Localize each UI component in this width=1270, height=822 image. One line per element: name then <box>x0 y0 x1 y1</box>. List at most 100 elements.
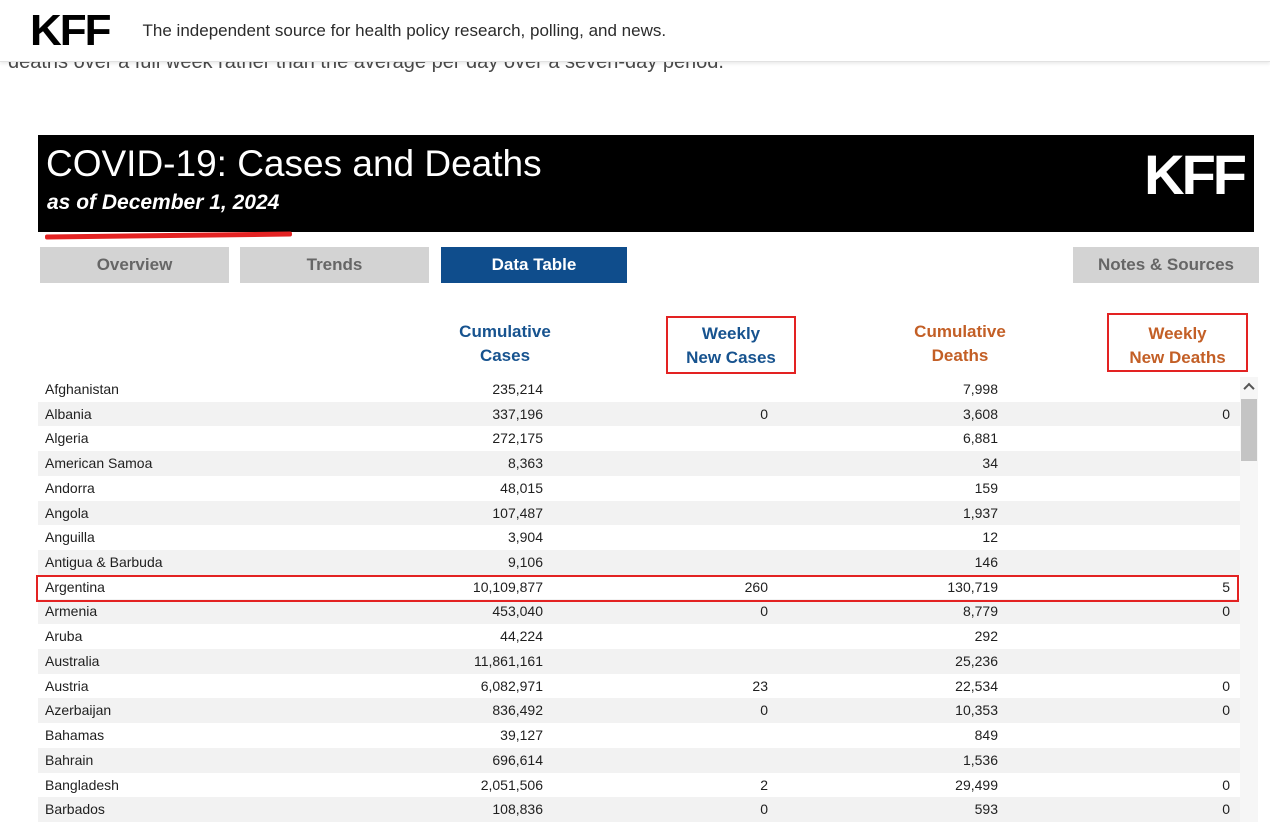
table-row: Aruba 44,224 292 <box>38 624 1240 649</box>
cumulative-deaths-cell: 593 <box>974 801 998 818</box>
cumulative-cases-cell: 235,214 <box>492 381 543 397</box>
cumulative-cases-cell: 39,127 <box>500 727 543 744</box>
country-cell: Andorra <box>45 479 95 496</box>
table-row: Andorra 48,015 159 <box>38 476 1240 501</box>
tab-notes-sources[interactable]: Notes & Sources <box>1073 247 1259 283</box>
country-cell: Austria <box>45 677 89 694</box>
column-header-line: Deaths <box>931 346 989 365</box>
cumulative-deaths-cell: 159 <box>974 479 998 496</box>
table-row: Algeria 272,175 6,881 <box>38 426 1240 451</box>
column-header-line: Weekly <box>1148 324 1207 343</box>
weekly-new-cases-cell: 2 <box>760 776 768 793</box>
cumulative-cases-cell: 6,082,971 <box>480 677 543 694</box>
report-date-subtitle: as of December 1, 2024 <box>47 191 280 214</box>
report-title: COVID-19: Cases and Deaths <box>46 143 542 184</box>
table-row: Australia 11,861,161 25,236 <box>38 648 1240 674</box>
cumulative-deaths-cell: 29,499 <box>955 776 998 793</box>
weekly-new-deaths-cell: 0 <box>1222 677 1230 694</box>
table-scrollbar[interactable] <box>1240 377 1258 822</box>
cumulative-cases-cell: 8,363 <box>507 455 543 472</box>
data-table-body[interactable]: Afghanistan 235,214 7,998 Albania 337,196 0 3,… <box>38 377 1240 822</box>
cumulative-cases-cell: 3,904 <box>507 529 543 546</box>
annotation-box-weekly-new-cases <box>666 316 796 374</box>
table-row: Argentina 10,109,877 260 130,719 5 <box>38 575 1240 600</box>
cumulative-deaths-cell: 22,534 <box>955 677 998 694</box>
cumulative-cases-cell: 44,224 <box>500 628 543 645</box>
cumulative-deaths-cell: 130,719 <box>947 578 998 595</box>
country-cell: Azerbaijan <box>45 702 112 719</box>
kff-site-logo[interactable]: KFF <box>30 5 112 55</box>
weekly-new-deaths-cell: 0 <box>1222 776 1230 793</box>
site-header: KFF The independent source for health po… <box>0 0 1270 62</box>
kff-banner-logo: KFF <box>1144 143 1247 206</box>
weekly-new-cases-cell: 0 <box>760 801 768 818</box>
cumulative-deaths-cell: 3,608 <box>962 405 998 422</box>
country-cell: Barbados <box>45 801 105 818</box>
country-cell: Armenia <box>45 603 98 620</box>
country-cell: Angola <box>45 504 89 521</box>
cumulative-deaths-cell: 34 <box>982 455 998 472</box>
table-row: Angola 107,487 1,937 <box>38 500 1240 526</box>
country-cell: Afghanistan <box>45 381 119 397</box>
tab-data-table[interactable]: Data Table <box>441 247 627 283</box>
column-header-line: Cumulative <box>459 322 551 341</box>
country-cell: Australia <box>45 652 100 669</box>
country-cell: American Samoa <box>45 455 153 472</box>
cumulative-deaths-cell: 1,937 <box>962 504 998 521</box>
country-cell: Algeria <box>45 430 89 447</box>
column-header-line: Weekly <box>701 324 761 343</box>
column-header-weekly-new-cases: Weekly New Cases <box>666 322 796 370</box>
country-cell: Albania <box>45 405 92 422</box>
cumulative-cases-cell: 108,836 <box>492 801 543 818</box>
table-row: Antigua & Barbuda 9,106 146 <box>38 550 1240 575</box>
weekly-new-deaths-cell: 0 <box>1222 405 1230 422</box>
scrollbar-thumb[interactable] <box>1241 399 1257 461</box>
annotation-box-weekly-new-deaths <box>1107 313 1248 372</box>
tab-trends[interactable]: Trends <box>240 247 429 283</box>
column-header-line: New Cases <box>686 348 776 367</box>
country-cell: Antigua & Barbuda <box>45 554 163 571</box>
annotation-underline <box>44 231 293 240</box>
weekly-new-cases-cell: 0 <box>760 405 768 422</box>
cumulative-cases-cell: 10,109,877 <box>472 578 543 595</box>
cumulative-cases-cell: 11,861,161 <box>473 652 543 669</box>
table-row: Austria 6,082,971 23 22,534 0 <box>38 674 1240 699</box>
weekly-new-cases-cell: 23 <box>752 677 768 694</box>
table-row: Barbados 108,836 0 593 0 <box>38 797 1240 822</box>
column-header-line: Cumulative <box>914 322 1006 341</box>
table-row: Bahamas 39,127 849 <box>38 723 1240 748</box>
cumulative-deaths-cell: 10,353 <box>955 702 998 719</box>
weekly-new-cases-cell: 260 <box>744 578 768 595</box>
table-row: Anguilla 3,904 12 <box>38 525 1240 550</box>
scrollbar-up-button[interactable] <box>1240 377 1258 397</box>
country-cell: Bahamas <box>45 727 105 744</box>
cumulative-deaths-cell: 849 <box>974 727 998 744</box>
site-tagline: The independent source for health policy… <box>142 20 667 40</box>
weekly-new-cases-cell: 0 <box>760 702 768 719</box>
cumulative-cases-cell: 9,106 <box>507 554 543 571</box>
cumulative-deaths-cell: 292 <box>974 628 998 645</box>
weekly-new-deaths-cell: 0 <box>1222 603 1230 620</box>
report-banner: COVID-19: Cases and Deaths as of Decembe… <box>38 135 1254 232</box>
cumulative-cases-cell: 696,614 <box>492 751 543 768</box>
cumulative-cases-cell: 836,492 <box>492 702 543 719</box>
cumulative-cases-cell: 337,196 <box>492 405 543 422</box>
column-header-weekly-new-deaths: Weekly New Deaths <box>1107 322 1248 370</box>
column-header-line: New Deaths <box>1129 348 1226 367</box>
tab-overview[interactable]: Overview <box>40 247 229 283</box>
cumulative-deaths-cell: 6,881 <box>962 430 998 447</box>
cumulative-deaths-cell: 7,998 <box>962 381 998 397</box>
cumulative-deaths-cell: 146 <box>974 554 998 571</box>
weekly-new-deaths-cell: 0 <box>1222 801 1230 818</box>
cumulative-deaths-cell: 8,779 <box>962 603 998 620</box>
table-row: Bahrain 696,614 1,536 <box>38 747 1240 773</box>
country-cell: Aruba <box>45 628 83 645</box>
table-row: American Samoa 8,363 34 <box>38 451 1240 476</box>
column-header-cumulative-deaths: Cumulative Deaths <box>885 320 1035 368</box>
column-header-line: Cases <box>479 346 531 365</box>
cumulative-cases-cell: 2,051,506 <box>480 776 543 793</box>
table-row: Armenia 453,040 0 8,779 0 <box>38 599 1240 625</box>
chevron-up-icon <box>1243 382 1255 395</box>
weekly-new-deaths-cell: 5 <box>1222 578 1230 595</box>
